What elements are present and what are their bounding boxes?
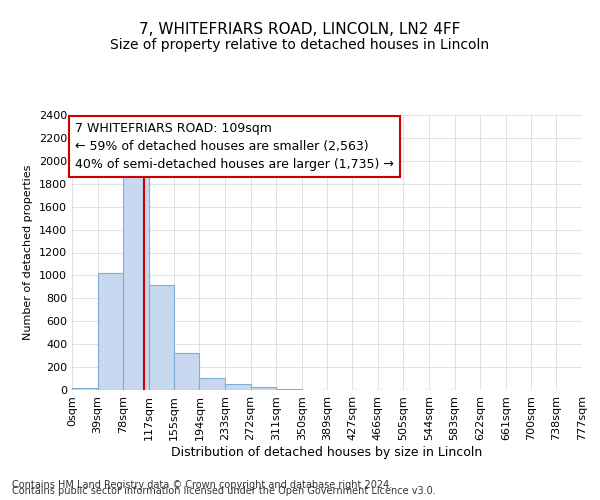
Text: Contains HM Land Registry data © Crown copyright and database right 2024.: Contains HM Land Registry data © Crown c…: [12, 480, 392, 490]
Bar: [174, 354, 199, 390]
Bar: [123, 171, 149, 390]
Bar: [199, 378, 225, 390]
Bar: [98, 273, 123, 390]
Text: Contains public sector information licensed under the Open Government Licence v3: Contains public sector information licen…: [12, 486, 436, 496]
Text: Size of property relative to detached houses in Lincoln: Size of property relative to detached ho…: [110, 38, 490, 52]
Bar: [276, 389, 302, 390]
Y-axis label: Number of detached properties: Number of detached properties: [23, 165, 34, 340]
Text: 7 WHITEFRIARS ROAD: 109sqm
← 59% of detached houses are smaller (2,563)
40% of s: 7 WHITEFRIARS ROAD: 109sqm ← 59% of deta…: [75, 122, 394, 171]
Bar: [225, 384, 251, 390]
Bar: [149, 284, 175, 390]
Bar: [72, 388, 98, 390]
Text: 7, WHITEFRIARS ROAD, LINCOLN, LN2 4FF: 7, WHITEFRIARS ROAD, LINCOLN, LN2 4FF: [139, 22, 461, 38]
Bar: [251, 386, 276, 390]
X-axis label: Distribution of detached houses by size in Lincoln: Distribution of detached houses by size …: [172, 446, 482, 458]
